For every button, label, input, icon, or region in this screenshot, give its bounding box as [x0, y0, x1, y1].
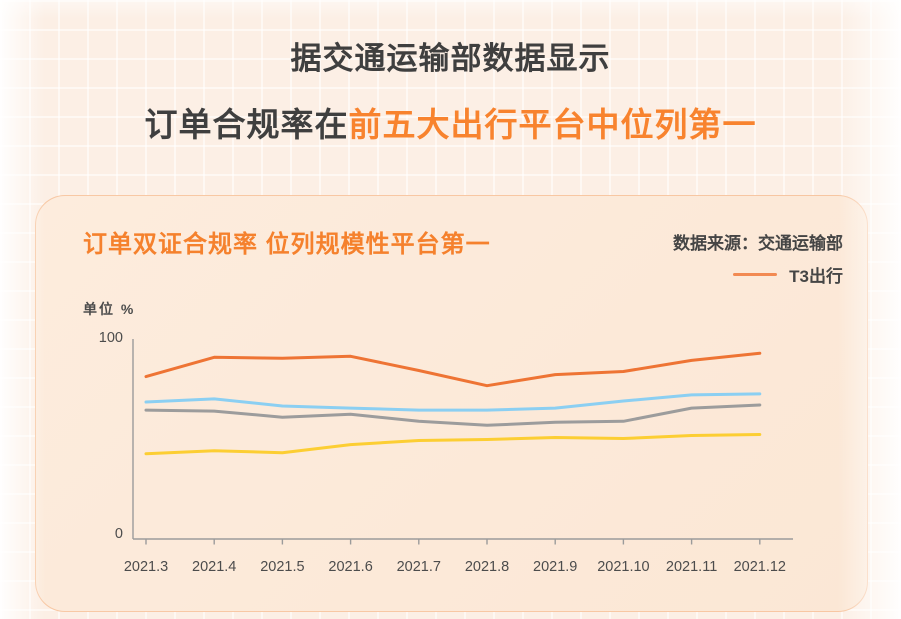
line-series-unlabeled-3: [144, 433, 762, 456]
line-series-unlabeled-2: [144, 403, 762, 427]
x-axis-label: 2021.12: [734, 559, 786, 575]
line-series-T3出行: [144, 351, 762, 388]
x-axis-label: 2021.4: [192, 559, 236, 575]
x-axis-label: 2021.3: [124, 559, 168, 575]
chart-card: 订单双证合规率 位列规模性平台第一 数据来源：交通运输部 T3出行 单位 % 1…: [35, 195, 868, 612]
y-axis-unit-label: 单位 %: [83, 301, 136, 317]
x-axis-label: 2021.7: [397, 559, 441, 575]
x-axis-ticks: [145, 539, 761, 545]
subtitle-prefix: 订单合规率在: [144, 106, 349, 143]
subtitle-highlight: 前五大出行平台中位列第一: [348, 106, 757, 143]
x-axis-label: 2021.9: [533, 559, 577, 575]
chart-lines: [144, 351, 762, 456]
x-axis-label: 2021.8: [465, 559, 509, 575]
legend-line-swatch: [733, 273, 778, 276]
x-axis-labels: 2021.3 2021.4 2021.5 2021.6 2021.7 2021.8 2021…: [124, 559, 786, 575]
legend-label: T3出行: [789, 267, 843, 286]
data-source-label: 数据来源：交通运输部: [673, 234, 843, 253]
axes: [132, 339, 793, 540]
page-title-text: 据交通运输部数据显示: [290, 41, 611, 76]
page-subtitle: 订单合规率在前五大出行平台中位列第一: [0, 98, 901, 146]
x-axis-label: 2021.6: [328, 559, 372, 575]
y-tick-100: 100: [99, 330, 123, 346]
x-axis-label: 2021.10: [597, 559, 649, 575]
line-chart: 100 0 2021.3 2021.4 2021.5 2021.6 2021.7 2021…: [99, 330, 793, 575]
chart-title: 订单双证合规率 位列规模性平台第一: [83, 231, 491, 258]
legend: T3出行: [733, 262, 843, 287]
x-axis-label: 2021.5: [260, 559, 304, 575]
y-tick-0: 0: [115, 526, 123, 542]
x-axis-label: 2021.11: [666, 559, 717, 575]
line-series-unlabeled-1: [144, 392, 762, 412]
page-title: 据交通运输部数据显示: [0, 33, 901, 78]
